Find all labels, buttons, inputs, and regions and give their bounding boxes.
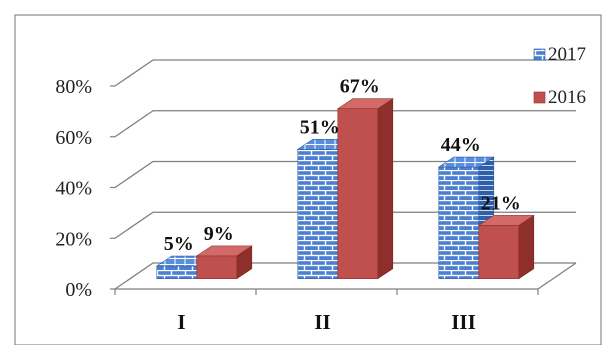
gridline xyxy=(114,59,576,87)
x-tick-label: III xyxy=(451,310,476,334)
bar-front xyxy=(478,225,520,280)
bar-top xyxy=(195,245,253,257)
bar-front xyxy=(156,265,198,280)
legend-swatch xyxy=(533,48,546,61)
y-tick-label: 20% xyxy=(55,228,92,250)
gridlines xyxy=(114,59,576,290)
bar-2016-II xyxy=(336,98,394,280)
legend: 2017 2016 xyxy=(533,44,586,108)
legend-swatch xyxy=(533,91,546,104)
y-tick-label: 0% xyxy=(65,279,92,301)
plot-border xyxy=(14,14,602,345)
floor-edge xyxy=(537,262,577,290)
gridline xyxy=(114,211,576,239)
axes xyxy=(110,85,577,295)
legend-label: 2016 xyxy=(548,87,586,108)
x-tick-labels: I II III xyxy=(177,310,475,334)
data-label: 51% xyxy=(300,116,340,138)
data-label: 21% xyxy=(481,192,521,214)
y-tick-label: 40% xyxy=(55,178,92,200)
gridline xyxy=(114,110,576,138)
data-label: 9% xyxy=(204,223,234,245)
bar-top xyxy=(336,98,394,109)
legend-label: 2017 xyxy=(548,44,586,65)
y-tick-label: 80% xyxy=(55,76,92,98)
data-label: 67% xyxy=(340,76,380,98)
legend-item-2016: 2016 xyxy=(533,87,586,108)
x-tick-label: II xyxy=(314,310,330,334)
y-tick-label: 60% xyxy=(55,127,92,149)
bars xyxy=(155,98,535,280)
bar-front xyxy=(196,255,238,280)
gridline xyxy=(114,160,576,189)
bar-top xyxy=(437,156,495,168)
bar-top xyxy=(477,215,535,226)
bar-front xyxy=(438,166,480,280)
data-labels: 5% 9% 51%67% 44% 21% xyxy=(164,76,521,255)
data-label: 5% xyxy=(164,233,194,255)
bar-side xyxy=(377,98,394,280)
bar-2016-III xyxy=(477,214,535,280)
bar-side xyxy=(518,214,535,280)
bar-front xyxy=(297,148,339,280)
gridline xyxy=(114,262,576,290)
y-tick-labels: 0% 20% 40% 60% 80% xyxy=(55,76,92,301)
legend-item-2017: 2017 xyxy=(533,44,586,65)
data-label: 44% xyxy=(441,134,481,156)
x-tick-label: I xyxy=(177,310,185,334)
bar-2016-I xyxy=(195,245,253,280)
bar-front xyxy=(337,108,379,279)
bar-2017-III xyxy=(437,156,495,280)
